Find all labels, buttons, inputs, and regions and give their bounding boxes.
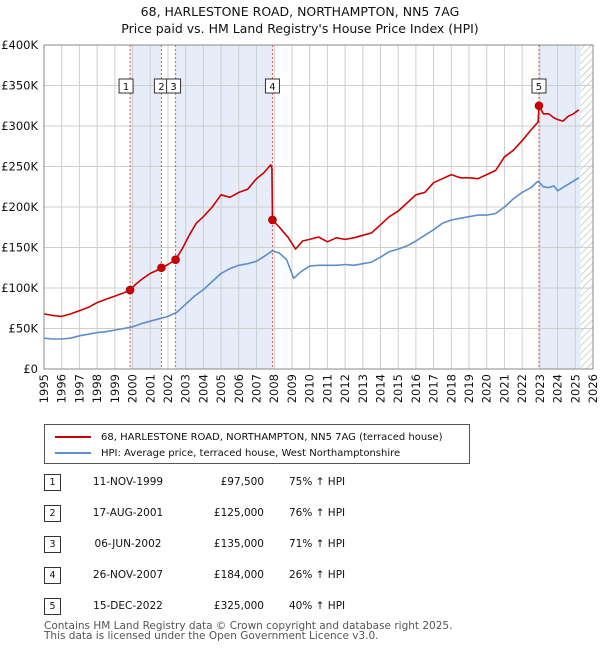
x-tick-label: 2006 xyxy=(232,374,246,403)
x-tick-label: 1999 xyxy=(108,374,122,403)
x-tick-label: 2026 xyxy=(586,374,600,403)
chart-title-line1: 68, HARLESTONE ROAD, NORTHAMPTON, NN5 7A… xyxy=(140,4,460,19)
transaction-date: 06-JUN-2002 xyxy=(94,538,162,550)
transaction-price: £97,500 xyxy=(220,476,264,488)
sale-marker-badge xyxy=(264,78,280,94)
transaction-price: £135,000 xyxy=(213,538,264,550)
sale-point xyxy=(171,255,180,264)
x-tick-label: 2001 xyxy=(143,374,157,403)
x-tick-label: 1997 xyxy=(72,374,86,403)
sale-point xyxy=(157,263,166,273)
x-tick-label: 2024 xyxy=(551,374,565,403)
x-tick-label: 1995 xyxy=(37,374,51,403)
hpi-series-line xyxy=(43,177,580,340)
sale-point xyxy=(125,285,135,295)
transaction-hpi-change: 26% ↑ HPI xyxy=(289,569,346,581)
x-tick-label: 2014 xyxy=(373,374,387,403)
legend-swatch-property xyxy=(55,436,91,438)
transaction-hpi-change: 75% ↑ HPI xyxy=(289,476,346,488)
footer-copyright: Contains HM Land Registry data © Crown c… xyxy=(44,620,453,632)
sale-marker-label: 4 xyxy=(269,82,275,93)
y-tick-label: £200K xyxy=(1,200,38,214)
y-tick-label: £350K xyxy=(1,79,38,93)
transaction-date: 26-NOV-2007 xyxy=(92,569,164,581)
x-tick-label: 2002 xyxy=(161,374,175,403)
y-tick-label: £150K xyxy=(1,241,38,255)
y-tick-label: £300K xyxy=(1,119,38,133)
x-tick-label: 2008 xyxy=(267,374,281,403)
transaction-number-badge: 3 xyxy=(44,536,61,553)
transaction-price: £184,000 xyxy=(213,569,264,581)
x-tick-label: 2023 xyxy=(533,374,547,403)
x-tick-label: 2005 xyxy=(214,374,228,403)
x-tick-label: 2011 xyxy=(320,374,334,403)
legend-item-property: 68, HARLESTONE ROAD, NORTHAMPTON, NN5 7A… xyxy=(55,430,442,444)
x-tick-label: 2012 xyxy=(338,374,352,403)
transaction-price: £325,000 xyxy=(213,600,264,612)
sale-point xyxy=(268,215,277,225)
price-chart: 1995 1996 1997 1998 1999 2000 2001 2002 2003 2004… xyxy=(1,38,600,403)
transaction-date: 17-AUG-2001 xyxy=(92,507,164,519)
transaction-hpi-change: 71% ↑ HPI xyxy=(289,538,346,550)
x-tick-label: 2017 xyxy=(427,374,441,403)
x-tick-label: 2000 xyxy=(126,374,140,403)
x-tick-label: 2019 xyxy=(462,374,476,403)
legend-item-hpi: HPI: Average price, terraced house, West… xyxy=(55,446,400,460)
property-series-line xyxy=(43,105,580,318)
transaction-price: £125,000 xyxy=(213,507,264,519)
x-tick-label: 2010 xyxy=(303,374,317,403)
x-tick-label: 2025 xyxy=(568,374,582,403)
x-tick-label: 2009 xyxy=(285,374,299,403)
chart-legend: 68, HARLESTONE ROAD, NORTHAMPTON, NN5 7A… xyxy=(44,424,470,464)
transaction-number-badge: 2 xyxy=(44,505,61,522)
sale-marker-label: 3 xyxy=(170,82,176,93)
table-row: 2 17-AUG-2001 £125,000 76% ↑ HPI xyxy=(44,505,444,522)
transaction-number-badge: 1 xyxy=(44,474,61,491)
sale-marker-badge xyxy=(118,78,134,94)
y-tick-label: £50K xyxy=(9,322,39,336)
sale-marker-label: 2 xyxy=(158,82,164,93)
transaction-date: 11-NOV-1999 xyxy=(92,476,164,488)
x-tick-label: 2007 xyxy=(250,374,264,403)
sale-marker-badge xyxy=(166,78,182,94)
table-row: 1 11-NOV-1999 £97,500 75% ↑ HPI xyxy=(44,474,444,491)
y-tick-label: £250K xyxy=(1,160,38,174)
x-tick-label: 2004 xyxy=(196,374,210,403)
x-tick-label: 2015 xyxy=(391,374,405,403)
y-tick-label: £100K xyxy=(1,281,38,295)
table-row: 4 26-NOV-2007 £184,000 26% ↑ HPI xyxy=(44,567,444,584)
x-tick-label: 1996 xyxy=(55,374,69,403)
transaction-number-badge: 4 xyxy=(44,567,61,584)
sale-marker-label: 1 xyxy=(123,82,129,93)
x-tick-label: 2003 xyxy=(179,374,193,403)
y-tick-label: £0 xyxy=(23,362,38,376)
footer-licence: This data is licensed under the Open Gov… xyxy=(44,630,379,642)
x-tick-label: 2022 xyxy=(515,374,529,403)
transaction-number-badge: 5 xyxy=(44,598,61,615)
chart-title-line2: Price paid vs. HM Land Registry's House … xyxy=(121,21,479,36)
x-tick-label: 2016 xyxy=(409,374,423,403)
legend-label-property: 68, HARLESTONE ROAD, NORTHAMPTON, NN5 7A… xyxy=(101,431,443,443)
transaction-hpi-change: 76% ↑ HPI xyxy=(289,507,346,519)
transaction-date: 15-DEC-2022 xyxy=(93,600,163,612)
legend-swatch-hpi xyxy=(55,452,91,454)
table-row: 3 06-JUN-2002 £135,000 71% ↑ HPI xyxy=(44,536,444,553)
x-tick-label: 1998 xyxy=(90,374,104,403)
table-row: 5 15-DEC-2022 £325,000 40% ↑ HPI xyxy=(44,598,444,615)
sale-marker-label: 5 xyxy=(536,82,542,93)
x-tick-label: 2018 xyxy=(444,374,458,403)
transaction-hpi-change: 40% ↑ HPI xyxy=(289,600,346,612)
y-tick-label: £400K xyxy=(1,38,38,52)
legend-label-hpi: HPI: Average price, terraced house, West… xyxy=(101,447,401,459)
attribution-footer: Contains HM Land Registry data © Crown c… xyxy=(44,620,453,642)
x-tick-label: 2013 xyxy=(356,374,370,403)
sale-marker-badge xyxy=(531,78,547,94)
x-tick-label: 2021 xyxy=(497,374,511,403)
x-tick-label: 2020 xyxy=(480,374,494,403)
plot-frame xyxy=(43,44,594,370)
sale-point xyxy=(534,101,544,111)
